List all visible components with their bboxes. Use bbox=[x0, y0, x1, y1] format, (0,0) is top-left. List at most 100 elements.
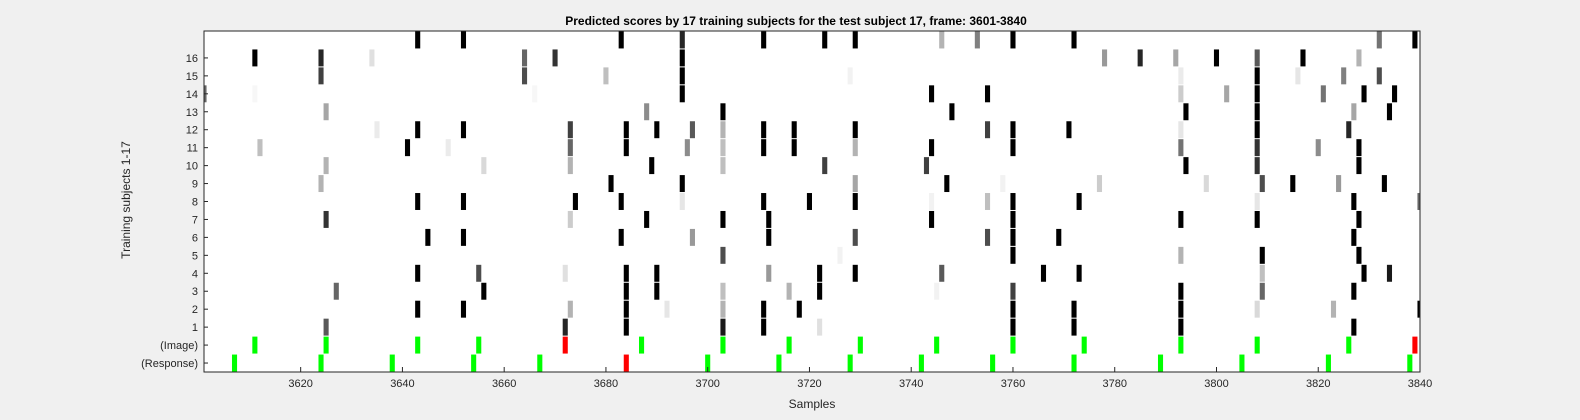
cell-row-10-x3656 bbox=[481, 157, 487, 175]
y-tick-label: 7 bbox=[192, 214, 198, 226]
cell-row-14-x3808 bbox=[1254, 85, 1260, 103]
x-tick-label: 3820 bbox=[1306, 378, 1330, 390]
cell-row-10-x3703 bbox=[720, 157, 726, 175]
cell-row-7-x3828 bbox=[1356, 210, 1362, 228]
cell-row-4-x3773 bbox=[1076, 264, 1082, 282]
cell-row-12-x3793 bbox=[1178, 121, 1184, 139]
cell-row-11-x3793 bbox=[1178, 139, 1184, 157]
cell-row-15-x3728 bbox=[847, 67, 853, 85]
cell-row-7-x3673 bbox=[567, 210, 573, 228]
cell-row-6-x3712 bbox=[766, 228, 772, 246]
cell-row-12-x3808 bbox=[1254, 121, 1260, 139]
cell-row-9-x3747 bbox=[944, 175, 950, 193]
cell-row-7-x3793 bbox=[1178, 210, 1184, 228]
cell-row-1-x3672 bbox=[562, 318, 568, 336]
cell-row-response-x3742 bbox=[918, 354, 924, 372]
cell-row-top-x3711 bbox=[761, 31, 767, 49]
cell-row-15-x3816 bbox=[1295, 67, 1301, 85]
cell-row-9-x3729 bbox=[852, 175, 858, 193]
cell-row-14-x3666 bbox=[532, 85, 538, 103]
cell-row-11-x3729 bbox=[852, 139, 858, 157]
cell-row-3-x3690 bbox=[654, 282, 660, 300]
cell-row-3-x3716 bbox=[786, 282, 792, 300]
cell-row-12-x3703 bbox=[720, 121, 726, 139]
cell-row-14-x3835 bbox=[1392, 85, 1398, 103]
cell-row-6-x3755 bbox=[984, 228, 991, 246]
cell-row-response-x3822 bbox=[1325, 354, 1331, 372]
x-tick-label: 3840 bbox=[1408, 378, 1432, 390]
cell-row-11-x3641 bbox=[404, 139, 411, 157]
cell-row-1-x3760 bbox=[1010, 318, 1016, 336]
x-tick-labels: 3620 3640 3660 3680 3700 3720 3740 3760 3780 3800… bbox=[288, 367, 1432, 390]
cell-row-10-x3808 bbox=[1254, 157, 1260, 175]
y-tick-label: 9 bbox=[192, 179, 198, 191]
cell-row-top-x3772 bbox=[1071, 31, 1077, 49]
cell-row-5-x3703 bbox=[720, 246, 726, 264]
cell-row-2-x3673 bbox=[567, 300, 573, 318]
cell-row-8-x3755 bbox=[984, 193, 991, 210]
cell-row-1-x3827 bbox=[1351, 318, 1357, 336]
cell-row-15-x3832 bbox=[1376, 67, 1382, 85]
cell-row-1-x3772 bbox=[1071, 318, 1077, 336]
cell-row-9-x3815 bbox=[1290, 175, 1296, 193]
cell-row-16-x3695 bbox=[679, 49, 685, 67]
cell-row-8-x3652 bbox=[460, 193, 467, 210]
cell-row-8-x3773 bbox=[1076, 193, 1082, 210]
cell-row-6-x3683 bbox=[618, 228, 624, 246]
cell-row-8-x3760 bbox=[1010, 193, 1016, 210]
cell-row-11-x3703 bbox=[720, 139, 726, 157]
cell-row-image-x3655 bbox=[476, 336, 482, 354]
cell-row-top-x3729 bbox=[852, 31, 858, 49]
cell-row-4-x3829 bbox=[1361, 264, 1367, 282]
cell-row-6-x3760 bbox=[1010, 228, 1016, 246]
cell-row-12-x3729 bbox=[852, 121, 858, 139]
cell-row-9-x3758 bbox=[1000, 175, 1006, 193]
cell-row-4-x3834 bbox=[1386, 264, 1393, 282]
cell-row-16-x3624 bbox=[318, 49, 324, 67]
cell-row-image-x3625 bbox=[323, 336, 329, 354]
cell-row-top-x3753 bbox=[974, 31, 980, 49]
cell-row-1-x3711 bbox=[761, 318, 767, 336]
cell-row-8-x3827 bbox=[1351, 193, 1357, 210]
cell-row-15-x3664 bbox=[521, 67, 528, 85]
cell-row-1-x3793 bbox=[1178, 318, 1184, 336]
cell-row-7-x3703 bbox=[720, 210, 726, 228]
cell-row-image-x3672 bbox=[562, 336, 568, 354]
cell-row-13-x3688 bbox=[644, 103, 650, 121]
cell-row-2-x3692 bbox=[664, 300, 670, 318]
cell-row-9-x3681 bbox=[608, 175, 614, 193]
cell-row-13-x3794 bbox=[1183, 103, 1189, 121]
cell-row-10-x3673 bbox=[567, 157, 573, 175]
cell-row-15-x3793 bbox=[1178, 67, 1184, 85]
cell-row-3-x3656 bbox=[481, 282, 487, 300]
cell-row-11-x3744 bbox=[929, 139, 935, 157]
cell-row-4-x3684 bbox=[623, 264, 629, 282]
cell-row-15-x3825 bbox=[1341, 67, 1347, 85]
cell-row-5-x3760 bbox=[1010, 246, 1016, 264]
cell-row-12-x3684 bbox=[623, 121, 629, 139]
cell-row-12-x3643 bbox=[415, 121, 421, 139]
cell-row-response-x3756 bbox=[990, 354, 996, 372]
cell-row-top-x3746 bbox=[939, 31, 945, 49]
cell-row-image-x3839 bbox=[1412, 336, 1418, 354]
x-tick-label: 3740 bbox=[899, 378, 923, 390]
cell-row-6-x3769 bbox=[1056, 228, 1062, 246]
cell-row-12-x3717 bbox=[791, 121, 797, 139]
cell-row-6-x3645 bbox=[425, 228, 431, 246]
cell-row-image-x3643 bbox=[415, 336, 421, 354]
cell-row-16-x3808 bbox=[1254, 49, 1260, 67]
y-tick-label: 6 bbox=[192, 232, 198, 244]
cell-row-response-x3638 bbox=[389, 354, 395, 372]
cell-row-6-x3697 bbox=[689, 228, 695, 246]
chart-title: Predicted scores by 17 training subjects… bbox=[565, 14, 1027, 28]
y-tick-label: 15 bbox=[186, 71, 198, 83]
cell-row-3-x3722 bbox=[817, 282, 823, 300]
cell-row-12-x3697 bbox=[689, 121, 695, 139]
cell-row-15-x3624 bbox=[318, 67, 324, 85]
cell-row-4-x3672 bbox=[562, 264, 568, 282]
cell-row-2-x3718 bbox=[796, 300, 802, 318]
y-tick-label: 1 bbox=[192, 322, 198, 334]
cell-row-4-x3643 bbox=[415, 264, 421, 282]
cell-row-2-x3652 bbox=[460, 300, 467, 318]
